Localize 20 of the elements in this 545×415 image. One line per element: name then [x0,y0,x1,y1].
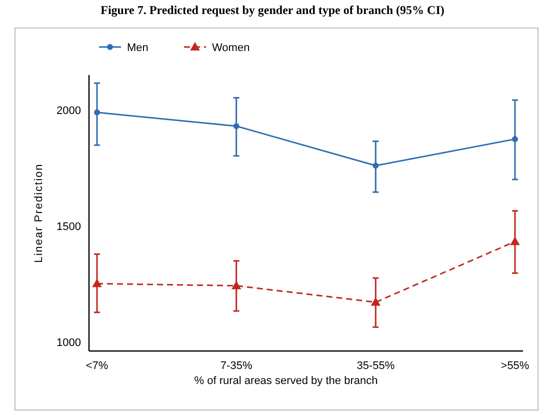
point [94,109,100,116]
point [372,162,379,169]
point [233,123,240,130]
point [232,281,241,290]
chart-title: Figure 7. Predicted request by gender and type of branch (95% CI) [100,3,444,17]
x-tick-label: 7-35% [220,360,252,372]
y-axis-title: Linear Prediction [33,163,45,263]
x-tick-label: <7% [86,360,108,372]
point [92,279,102,288]
y-tick-label: 1000 [56,337,81,350]
y-tick-label: 2000 [56,104,81,117]
legend-label: Women [212,42,250,54]
y-tick-label: 1500 [56,221,81,234]
x-tick-label: >55% [500,360,530,372]
x-axis-title: % of rural areas served by the branch [194,375,378,387]
point [512,136,518,142]
x-tick-label: 35-55% [356,360,395,372]
legend-label: Men [127,42,148,54]
point [510,237,520,246]
point [371,298,380,306]
